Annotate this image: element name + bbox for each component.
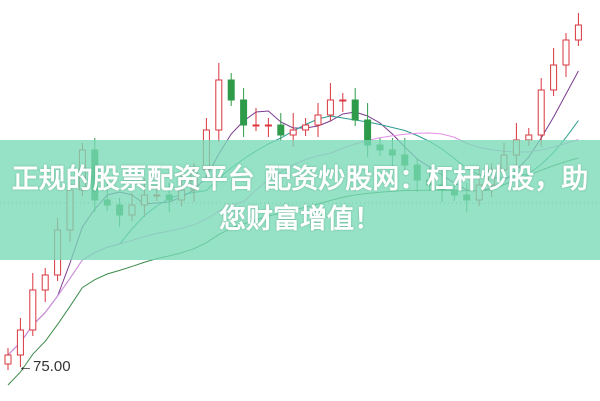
promo-banner: 正规的股票配资平台 配资炒股网：杠杆炒股，助您财富增值！: [0, 140, 600, 260]
candle-body: [41, 274, 49, 291]
candle-body: [326, 99, 334, 116]
banner-text: 正规的股票配资平台 配资炒股网：杠杆炒股，助您财富增值！: [11, 164, 589, 235]
candle-body: [29, 289, 37, 331]
candle-body: [574, 24, 582, 41]
candle-body: [227, 79, 235, 101]
candle-body: [550, 64, 558, 91]
candle-body: [277, 124, 285, 136]
candle-body: [240, 99, 248, 126]
candle-body: [16, 329, 24, 356]
candle-body: [351, 99, 359, 121]
candle-body: [289, 129, 297, 136]
candle-body: [302, 124, 310, 131]
candle-body: [252, 124, 260, 127]
price-annotation-label: 75.00: [33, 358, 71, 375]
candle-body: [4, 354, 12, 365]
price-annotation: ←75.00: [18, 358, 71, 375]
candle-body: [562, 39, 570, 66]
candle-body: [537, 89, 545, 136]
candle-body: [339, 99, 347, 102]
candle-body: [314, 114, 322, 126]
candle-body: [264, 124, 272, 127]
candle-body: [215, 79, 223, 131]
